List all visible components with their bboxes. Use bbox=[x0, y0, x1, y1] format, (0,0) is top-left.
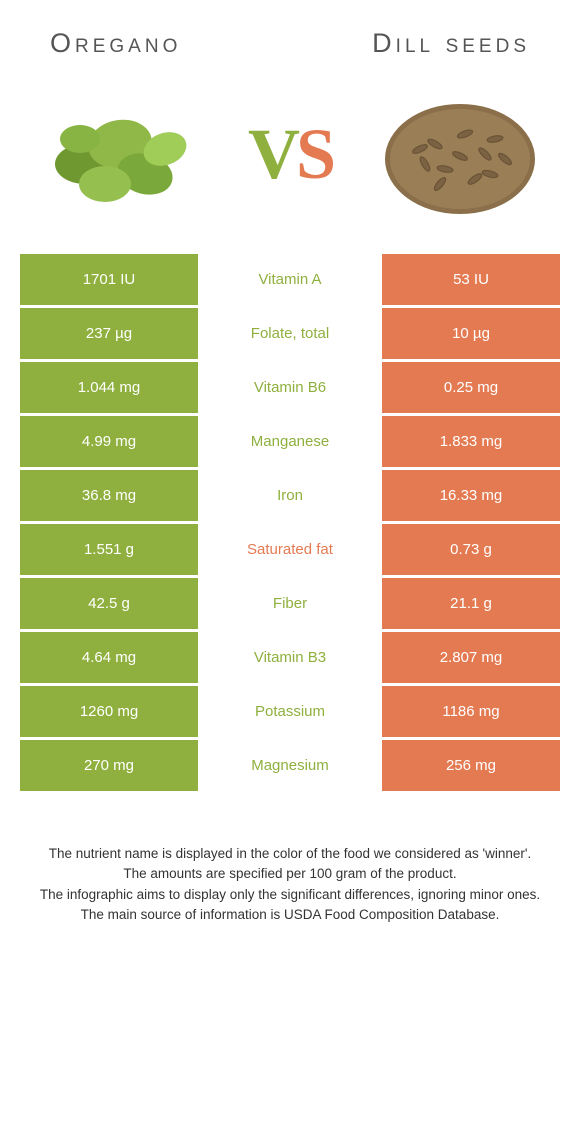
table-row: 4.99 mgManganese1.833 mg bbox=[20, 416, 560, 467]
nutrient-label: Vitamin B6 bbox=[201, 362, 379, 413]
nutrient-table: 1701 IUVitamin A53 IU237 µgFolate, total… bbox=[20, 254, 560, 791]
vs-v: V bbox=[248, 114, 296, 194]
vs-s: S bbox=[296, 114, 332, 194]
images-row: VS bbox=[0, 69, 580, 254]
right-value: 256 mg bbox=[382, 740, 560, 791]
right-value: 0.73 g bbox=[382, 524, 560, 575]
table-row: 1.044 mgVitamin B60.25 mg bbox=[20, 362, 560, 413]
table-row: 1.551 gSaturated fat0.73 g bbox=[20, 524, 560, 575]
nutrient-label: Manganese bbox=[201, 416, 379, 467]
left-value: 4.99 mg bbox=[20, 416, 198, 467]
nutrient-label: Potassium bbox=[201, 686, 379, 737]
nutrient-label: Folate, total bbox=[201, 308, 379, 359]
footer-line: The nutrient name is displayed in the co… bbox=[30, 844, 550, 864]
right-value: 53 IU bbox=[382, 254, 560, 305]
table-row: 270 mgMagnesium256 mg bbox=[20, 740, 560, 791]
footer-line: The infographic aims to display only the… bbox=[30, 885, 550, 905]
footer-line: The main source of information is USDA F… bbox=[30, 905, 550, 925]
nutrient-label: Saturated fat bbox=[201, 524, 379, 575]
table-row: 1260 mgPotassium1186 mg bbox=[20, 686, 560, 737]
nutrient-label: Magnesium bbox=[201, 740, 379, 791]
right-value: 21.1 g bbox=[382, 578, 560, 629]
left-food-image bbox=[30, 79, 210, 229]
left-value: 4.64 mg bbox=[20, 632, 198, 683]
nutrient-label: Fiber bbox=[201, 578, 379, 629]
right-food-image bbox=[370, 79, 550, 229]
right-value: 10 µg bbox=[382, 308, 560, 359]
left-value: 36.8 mg bbox=[20, 470, 198, 521]
header: Oregano Dill seeds bbox=[0, 0, 580, 69]
right-value: 2.807 mg bbox=[382, 632, 560, 683]
right-value: 0.25 mg bbox=[382, 362, 560, 413]
table-row: 4.64 mgVitamin B32.807 mg bbox=[20, 632, 560, 683]
left-value: 1260 mg bbox=[20, 686, 198, 737]
table-row: 1701 IUVitamin A53 IU bbox=[20, 254, 560, 305]
vs-label: VS bbox=[248, 113, 332, 196]
table-row: 36.8 mgIron16.33 mg bbox=[20, 470, 560, 521]
footer-line: The amounts are specified per 100 gram o… bbox=[30, 864, 550, 884]
left-value: 270 mg bbox=[20, 740, 198, 791]
nutrient-label: Vitamin A bbox=[201, 254, 379, 305]
right-value: 1.833 mg bbox=[382, 416, 560, 467]
nutrient-label: Iron bbox=[201, 470, 379, 521]
footer-notes: The nutrient name is displayed in the co… bbox=[0, 794, 580, 945]
left-value: 42.5 g bbox=[20, 578, 198, 629]
left-value: 1.551 g bbox=[20, 524, 198, 575]
table-row: 42.5 gFiber21.1 g bbox=[20, 578, 560, 629]
left-value: 237 µg bbox=[20, 308, 198, 359]
left-value: 1701 IU bbox=[20, 254, 198, 305]
left-food-title: Oregano bbox=[50, 28, 181, 59]
nutrient-label: Vitamin B3 bbox=[201, 632, 379, 683]
right-value: 16.33 mg bbox=[382, 470, 560, 521]
right-food-title: Dill seeds bbox=[372, 28, 530, 59]
left-value: 1.044 mg bbox=[20, 362, 198, 413]
table-row: 237 µgFolate, total10 µg bbox=[20, 308, 560, 359]
right-value: 1186 mg bbox=[382, 686, 560, 737]
